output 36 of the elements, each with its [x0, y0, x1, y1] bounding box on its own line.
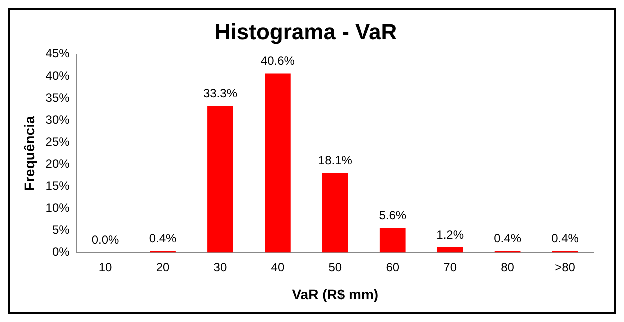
x-tick-label: 40: [271, 260, 285, 274]
data-label: 1.2%: [436, 228, 464, 242]
x-tick-label: >80: [555, 260, 576, 274]
bar: [380, 228, 406, 253]
x-tick-label: 30: [214, 260, 228, 274]
y-tick-label: 30%: [46, 112, 70, 127]
data-label: 33.3%: [203, 86, 238, 100]
y-tick-label: 5%: [52, 223, 70, 238]
data-label: 0.4%: [494, 231, 522, 246]
y-tick-label: 40%: [46, 68, 70, 83]
x-tick-label: 60: [386, 260, 400, 274]
data-label: 40.6%: [260, 54, 296, 68]
x-tick-label: 70: [444, 260, 458, 274]
x-tick-label: 50: [328, 260, 342, 274]
x-tick-label: 20: [156, 260, 170, 274]
data-label: 5.6%: [379, 208, 407, 222]
y-tick-label: 10%: [46, 201, 70, 216]
y-tick-label: 0%: [52, 245, 70, 260]
bar: [437, 248, 464, 253]
y-tick-label: 45%: [46, 46, 70, 61]
y-tick-label: 15%: [46, 178, 70, 193]
y-tick-label: 25%: [46, 134, 70, 149]
bar: [208, 106, 234, 253]
bar: [322, 173, 348, 253]
chart-title: Histograma - VaR: [214, 19, 398, 44]
data-label: 0.4%: [552, 231, 580, 246]
data-label: 0.0%: [92, 233, 120, 248]
x-axis-title: VaR (R$ mm): [292, 286, 379, 302]
y-tick-label: 35%: [46, 90, 70, 105]
y-axis-title: Frequência: [21, 116, 38, 191]
y-tick-label: 20%: [46, 156, 70, 171]
data-label: 18.1%: [318, 153, 353, 168]
bar: [265, 74, 291, 253]
data-label: 0.4%: [149, 231, 178, 246]
x-tick-label: 10: [98, 260, 113, 274]
x-tick-label: 80: [501, 260, 515, 274]
